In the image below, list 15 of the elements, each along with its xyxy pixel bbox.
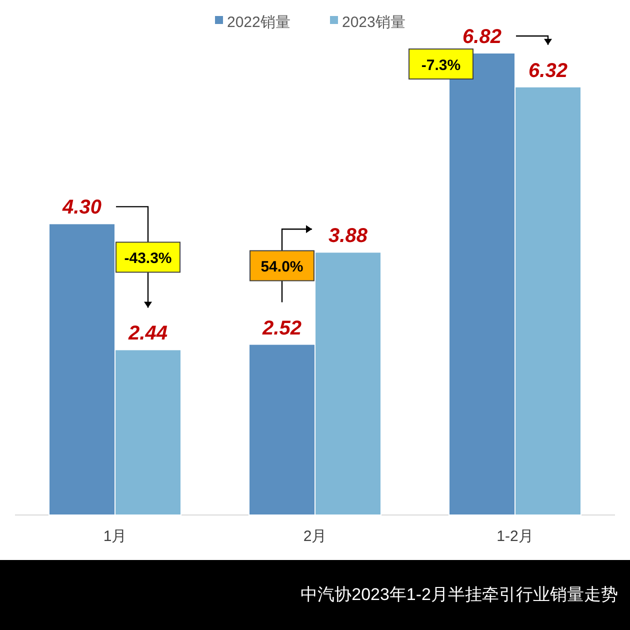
data-label: 6.82 — [462, 26, 502, 48]
annotation: -7.3% — [421, 57, 461, 74]
x-tick-label: 1月 — [103, 528, 127, 545]
legend-label: 2022销量 — [227, 14, 290, 31]
text: 中汽协2023年1-2月半挂牵引行业销量走势 — [300, 585, 618, 604]
x-tick-label: 1-2月 — [496, 528, 534, 545]
annotation: 54.0% — [260, 258, 304, 276]
data-label: 3.88 — [328, 225, 368, 248]
x-tick-label: 2月 — [303, 528, 327, 545]
legend-label: 2023销量 — [342, 14, 406, 31]
data-label: 4.30 — [62, 196, 102, 219]
data-label: 2.44 — [128, 322, 168, 345]
data-label: 2.52 — [262, 317, 302, 340]
annotation: -43.3% — [124, 250, 172, 268]
data-label: 6.32 — [528, 60, 568, 82]
